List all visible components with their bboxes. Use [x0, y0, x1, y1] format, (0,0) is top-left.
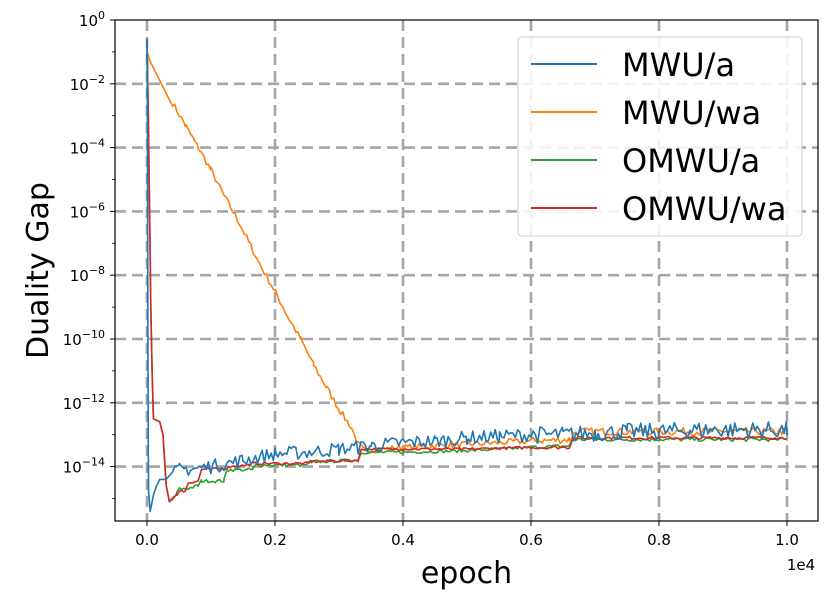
x-tick-label: 0.8	[647, 531, 671, 549]
x-tick-label: 1.0	[775, 531, 799, 549]
y-tick-label: 10−12	[63, 392, 105, 413]
x-tick-label: 0.2	[263, 531, 287, 549]
y-tick-label: 10−2	[70, 73, 105, 94]
y-tick-label: 10−8	[70, 264, 105, 285]
legend-label: OMWU/a	[622, 142, 760, 180]
x-axis-offset-label: 1e4	[787, 556, 815, 574]
y-tick-label: 100	[79, 9, 105, 30]
series-lines	[146, 39, 788, 513]
legend: MWU/a MWU/wa OMWU/a OMWU/wa	[517, 36, 803, 237]
y-tick-label: 10−14	[63, 456, 105, 477]
legend-box	[517, 36, 803, 237]
legend-label: MWU/wa	[622, 94, 761, 132]
x-tick-label: 0.6	[519, 531, 543, 549]
series-line-mwu-a	[146, 39, 788, 513]
y-tick-label: 10−10	[63, 328, 105, 349]
plot-frame	[114, 19, 819, 522]
y-tick-label: 10−4	[70, 137, 105, 158]
x-tick-label: 0.4	[391, 531, 415, 549]
x-axis-title: epoch	[421, 556, 512, 591]
legend-label: OMWU/wa	[622, 190, 786, 228]
series-line-omwu-wa	[146, 39, 788, 503]
x-tick-label: 0.0	[135, 531, 159, 549]
y-axis-title: Duality Gap	[21, 182, 56, 359]
legend-label: MWU/a	[622, 46, 735, 84]
y-tick-label: 10−6	[70, 200, 105, 221]
axis-ticks: 0.0 0.2 0.4 0.6 0.8 1.0 100 10−2 10−4 10−6 10−8 10−…	[63, 9, 799, 549]
